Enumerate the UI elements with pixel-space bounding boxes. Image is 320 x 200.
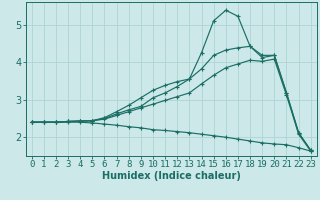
X-axis label: Humidex (Indice chaleur): Humidex (Indice chaleur) bbox=[102, 171, 241, 181]
